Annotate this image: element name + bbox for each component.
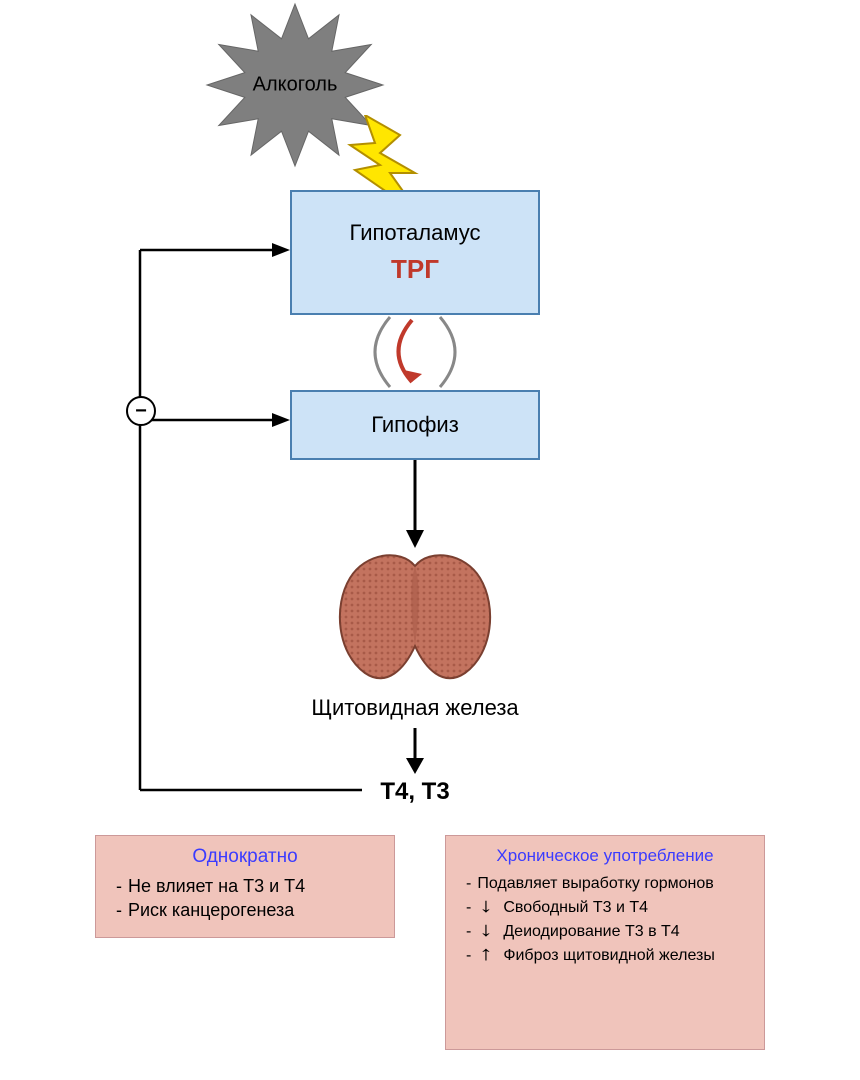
panel-chronic-title: Хроническое употребление [460,846,750,866]
minus-symbol: − [135,400,147,423]
list-item: -↓Деиодирование Т3 в Т4 [466,920,750,944]
panel-single-use: Однократно - Не влияет на Т3 и Т4- Риск … [95,835,395,938]
list-item-text: Фиброз щитовидной железы [503,944,715,968]
dash: - [466,944,471,968]
list-item-text: Деиодирование Т3 в Т4 [503,920,679,944]
dash: - [116,898,122,922]
diagram-canvas: Алкоголь Гипоталамус ТРГ Гипофиз [0,0,860,1080]
list-item: - Риск канцерогенеза [116,898,380,922]
panel-single-list: - Не влияет на Т3 и Т4- Риск канцерогене… [110,874,380,923]
list-item-text: Не влияет на Т3 и Т4 [128,874,305,898]
dash: - [466,872,471,896]
list-item-text: Свободный Т3 и Т4 [503,896,648,920]
list-item-text: Риск канцерогенеза [128,898,294,922]
panel-chronic-list: - Подавляет выработку гормонов-↓Свободны… [460,872,750,968]
list-item-text: Подавляет выработку гормонов [477,872,713,896]
list-item: - Не влияет на Т3 и Т4 [116,874,380,898]
dash: - [466,920,471,944]
negative-feedback-icon: − [126,396,156,426]
up-arrow-icon: ↑ [474,944,499,964]
dash: - [116,874,122,898]
panel-chronic-use: Хроническое употребление - Подавляет выр… [445,835,765,1050]
down-arrow-icon: ↓ [474,920,499,940]
panel-single-title: Однократно [110,846,380,868]
list-item: - Подавляет выработку гормонов [466,872,750,896]
list-item: -↑Фиброз щитовидной железы [466,944,750,968]
list-item: -↓Свободный Т3 и Т4 [466,896,750,920]
dash: - [466,896,471,920]
down-arrow-icon: ↓ [474,896,499,916]
